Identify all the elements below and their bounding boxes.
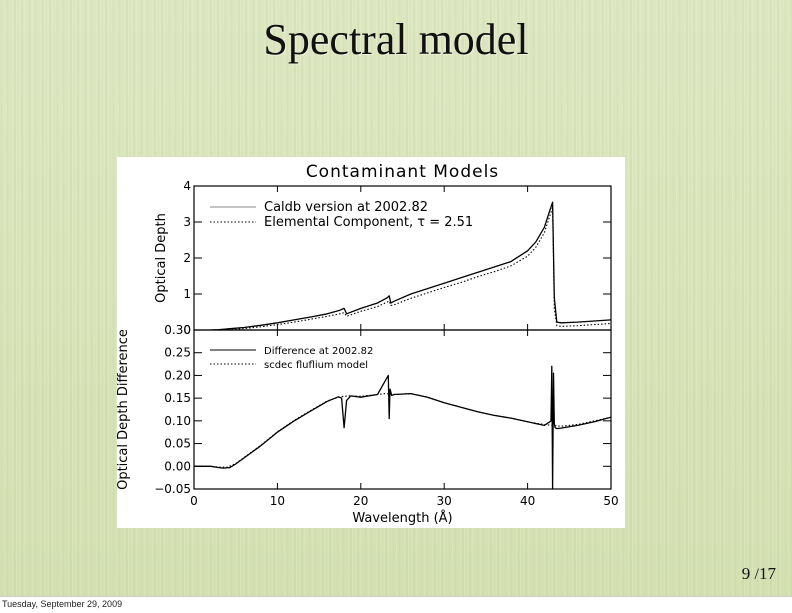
- footer-date: Tuesday, September 29, 2009: [2, 599, 123, 609]
- panel2-xtick-label: 40: [520, 494, 535, 508]
- panel2-xtick-label: 20: [353, 494, 368, 508]
- slide-title: Spectral model: [263, 15, 529, 64]
- panel2-xtick-label: 0: [190, 494, 198, 508]
- panel1-ytick-label: 4: [183, 179, 191, 193]
- panel1-legend-label: Elemental Component, τ = 2.51: [264, 215, 473, 230]
- panel2-series-2-line: [194, 393, 611, 468]
- panel2-xtick-label: 10: [270, 494, 285, 508]
- chart-svg: Contaminant Models 0 1 2 3 4 Optical Depth Cald…: [117, 162, 619, 526]
- contaminant-figure: Contaminant Models 0 1 2 3 4 Optical Depth Cald…: [117, 157, 625, 528]
- panel2-ytick-label: 0.25: [164, 346, 191, 360]
- panel2-frame: [193, 329, 612, 490]
- panel2-xlabel: Wavelength (Å): [352, 510, 452, 526]
- panel1-ylabel: Optical Depth: [154, 213, 169, 303]
- chart-title: Contaminant Models: [306, 162, 499, 182]
- panel2-ytick-label: −0.05: [154, 482, 191, 496]
- slide: Spectral model Contaminant Models 0 1 2 3 4 Op…: [0, 0, 792, 596]
- panel2-ytick-label: 0.05: [164, 437, 191, 451]
- page-current: 9: [741, 564, 751, 583]
- panel2-ytick-label: 0.15: [164, 391, 191, 405]
- page-total: 17: [759, 564, 776, 583]
- panel1-legend-label: Caldb version at 2002.82: [264, 200, 428, 215]
- panel1-series-2-line: [210, 207, 611, 330]
- page-number: 9 /17: [742, 564, 776, 584]
- footer-bar: Tuesday, September 29, 2009: [0, 596, 792, 613]
- panel2-ylabel: Optical Depth Difference: [117, 329, 131, 490]
- panel2-ytick-label: 0.20: [164, 368, 191, 382]
- panel2-ytick-label: 0.00: [164, 459, 191, 473]
- panel1-ytick-label: 1: [183, 287, 191, 301]
- panel2-ytick-label: 0.10: [164, 414, 191, 428]
- page-separator: /: [754, 566, 759, 583]
- panel1-series-1-line: [210, 201, 611, 330]
- panel2-legend-label: Difference at 2002.82: [264, 346, 373, 357]
- panel2-xtick-label: 30: [437, 494, 452, 508]
- panel1-ytick-label: 0: [183, 323, 191, 337]
- panel2-series-1-line: [194, 365, 611, 489]
- panel2-ytick-label: 0.30: [164, 323, 191, 337]
- panel2-legend-label: scdec fluflium model: [264, 360, 368, 371]
- panel2-xtick-label: 50: [603, 494, 618, 508]
- panel1-ytick-label: 2: [183, 251, 191, 265]
- panel1-ytick-label: 3: [183, 215, 191, 229]
